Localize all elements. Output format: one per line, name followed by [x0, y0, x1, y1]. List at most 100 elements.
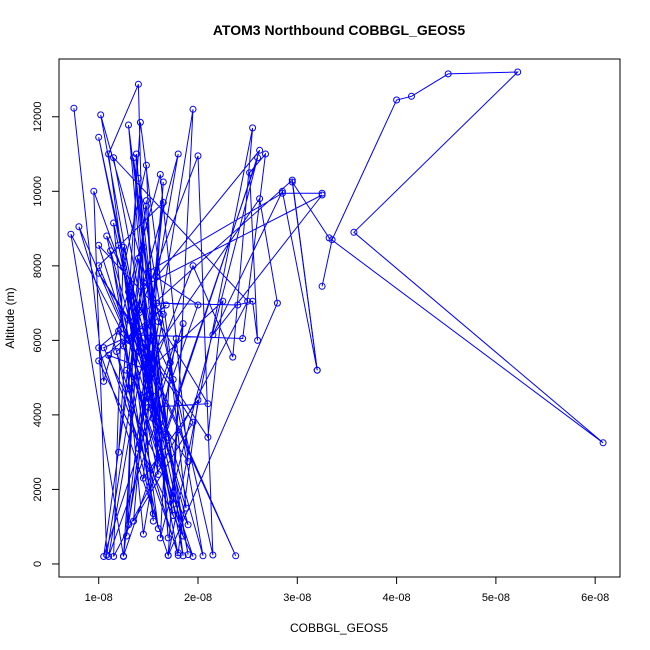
data-point: [95, 241, 103, 249]
data-point: [125, 316, 132, 324]
y-axis-label: Altitude (m): [3, 287, 17, 348]
x-tick-label: 5e-08: [482, 592, 510, 604]
data-point: [288, 178, 296, 186]
data-point: [134, 444, 142, 452]
data-point: [393, 96, 401, 104]
data-point: [115, 327, 123, 335]
y-tick-label: 12000: [32, 101, 44, 132]
data-point: [125, 288, 132, 296]
data-point: [110, 219, 118, 227]
data-point: [120, 243, 127, 251]
data-point: [70, 104, 78, 112]
data-point: [239, 335, 247, 342]
data-point: [164, 551, 172, 559]
data-point: [169, 500, 177, 508]
x-tick-label: 4e-08: [383, 592, 411, 604]
data-point: [199, 552, 207, 560]
data-point: [149, 415, 157, 423]
data-point: [105, 553, 113, 560]
data-point: [184, 458, 192, 465]
chart-title: ATOM3 Northbound COBBGL_GEOS5: [213, 22, 465, 38]
data-point: [97, 111, 105, 119]
y-tick-label: 2000: [32, 477, 44, 501]
data-point: [120, 264, 127, 272]
data-point: [152, 273, 160, 281]
data-point: [142, 202, 150, 210]
data-point: [125, 121, 132, 129]
data-point: [134, 80, 142, 88]
data-point: [117, 325, 125, 333]
data-point: [144, 267, 152, 275]
data-point: [120, 552, 127, 560]
data-point: [194, 396, 202, 404]
data-point: [103, 232, 111, 240]
data-point: [67, 230, 75, 238]
data-point: [162, 301, 170, 309]
data-point: [184, 521, 192, 529]
x-tick-label: 6e-08: [581, 592, 609, 604]
data-point: [249, 297, 257, 305]
data-point: [139, 474, 147, 482]
data-point: [120, 342, 127, 350]
data-point: [254, 154, 262, 162]
data-point: [172, 335, 180, 342]
data-point: [90, 187, 98, 195]
data-point: [125, 521, 132, 529]
data-point: [204, 433, 212, 441]
data-point: [139, 344, 147, 352]
data-point: [95, 269, 103, 277]
y-tick-label: 6000: [32, 328, 44, 352]
x-tick-label: 2e-08: [184, 592, 212, 604]
data-point: [115, 448, 123, 456]
data-point: [123, 366, 130, 374]
data-point: [278, 189, 286, 197]
data-point: [313, 366, 321, 374]
x-tick-label: 1e-08: [85, 592, 113, 604]
data-point: [142, 161, 150, 169]
data-point: [278, 187, 286, 195]
data-point: [136, 118, 144, 126]
series-layer: [67, 68, 607, 560]
data-point: [156, 171, 164, 178]
data-point: [125, 336, 132, 344]
data-point: [110, 553, 118, 560]
data-point: [149, 299, 157, 307]
data-point: [132, 150, 140, 158]
data-point: [144, 362, 152, 370]
data-point: [75, 223, 83, 231]
y-axis: 0 2000 4000 6000 8000 10000 12000: [32, 101, 60, 567]
data-point: [134, 174, 142, 182]
y-tick-label: 8000: [32, 254, 44, 278]
data-point: [159, 310, 167, 318]
data-point: [162, 430, 170, 437]
data-point: [256, 146, 264, 154]
data-point: [95, 357, 103, 365]
data-point: [95, 262, 103, 270]
data-point: [179, 552, 187, 560]
data-point: [179, 532, 187, 540]
data-point: [599, 439, 607, 447]
data-point: [209, 331, 217, 339]
data-point: [262, 150, 269, 158]
data-point: [318, 189, 326, 197]
data-point: [194, 301, 202, 309]
data-point: [204, 400, 212, 408]
data-point: [154, 318, 162, 326]
data-point: [169, 376, 177, 383]
data-point: [107, 247, 115, 255]
data-point: [139, 243, 147, 251]
data-point: [146, 390, 154, 398]
data-point: [146, 370, 154, 378]
data-point: [444, 70, 452, 78]
data-point: [100, 377, 108, 385]
data-point: [100, 344, 108, 352]
data-point: [166, 359, 174, 367]
data-point: [189, 418, 197, 426]
data-point: [182, 504, 190, 512]
data-point: [256, 195, 264, 203]
data-point: [139, 530, 147, 538]
data-point: [105, 150, 113, 158]
series-line: [291, 71, 604, 444]
data-point: [254, 336, 262, 344]
